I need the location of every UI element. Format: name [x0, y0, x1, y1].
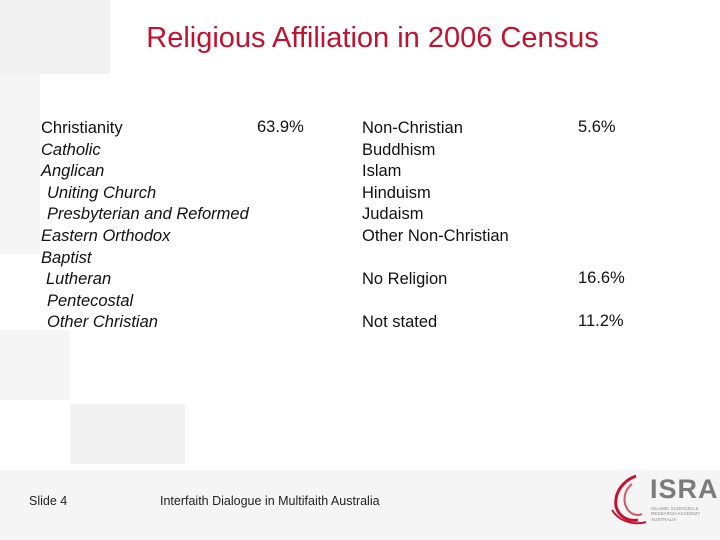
- list-item-christianity: Christianity: [41, 119, 123, 137]
- no-religion-percent: 16.6%: [578, 269, 625, 287]
- not-stated-percent: 11.2%: [578, 312, 624, 330]
- slide-title: Religious Affiliation in 2006 Census: [146, 22, 599, 54]
- list-item-non-christian: Non-Christian: [362, 119, 463, 137]
- christianity-percent: 63.9%: [257, 118, 304, 136]
- isra-logo: ISRA ISLAMIC SCIENCES & RESEARCH ACADEMY…: [606, 470, 718, 528]
- list-item-pentecostal: Pentecostal: [47, 291, 134, 310]
- list-item-anglican: Anglican: [41, 162, 105, 181]
- list-item-eastern-orthodox: Eastern Orthodox: [41, 226, 171, 245]
- list-item-presbyterian: Presbyterian and Reformed: [47, 205, 249, 224]
- list-item-lutheran: Lutheran: [46, 270, 112, 289]
- background-tile: [0, 74, 40, 254]
- background-tile: [70, 404, 185, 464]
- list-item-judaism: Judaism: [362, 205, 424, 224]
- logo-wordmark: ISRA: [650, 474, 719, 504]
- list-item-catholic: Catholic: [41, 140, 101, 159]
- logo-subtitle: ISLAMIC SCIENCES & RESEARCH ACADEMY AUST…: [651, 506, 701, 522]
- slide-number: Slide 4: [29, 494, 68, 508]
- background-tile: [0, 470, 720, 540]
- list-item-baptist: Baptist: [41, 248, 92, 267]
- background-tile: [0, 330, 70, 400]
- list-item-hinduism: Hinduism: [362, 183, 431, 202]
- list-item-islam: Islam: [362, 162, 402, 181]
- not-stated-label: Not stated: [362, 313, 438, 331]
- list-item-uniting-church: Uniting Church: [47, 183, 157, 202]
- christian-list: Christianity Catholic Anglican Uniting C…: [41, 118, 249, 334]
- list-item-buddhism: Buddhism: [362, 140, 436, 159]
- list-item-other-christian: Other Christian: [47, 313, 158, 332]
- list-item-other-non-christian: Other Non-Christian: [362, 226, 509, 245]
- footer-caption: Interfaith Dialogue in Multifaith Austra…: [160, 494, 380, 508]
- non-christian-percent: 5.6%: [578, 118, 616, 136]
- background-tile: [0, 0, 110, 74]
- isra-emblem-icon: [611, 474, 647, 525]
- non-christian-list: Non-Christian Buddhism Islam Hinduism Ju…: [362, 118, 509, 248]
- no-religion-label: No Religion: [362, 270, 448, 288]
